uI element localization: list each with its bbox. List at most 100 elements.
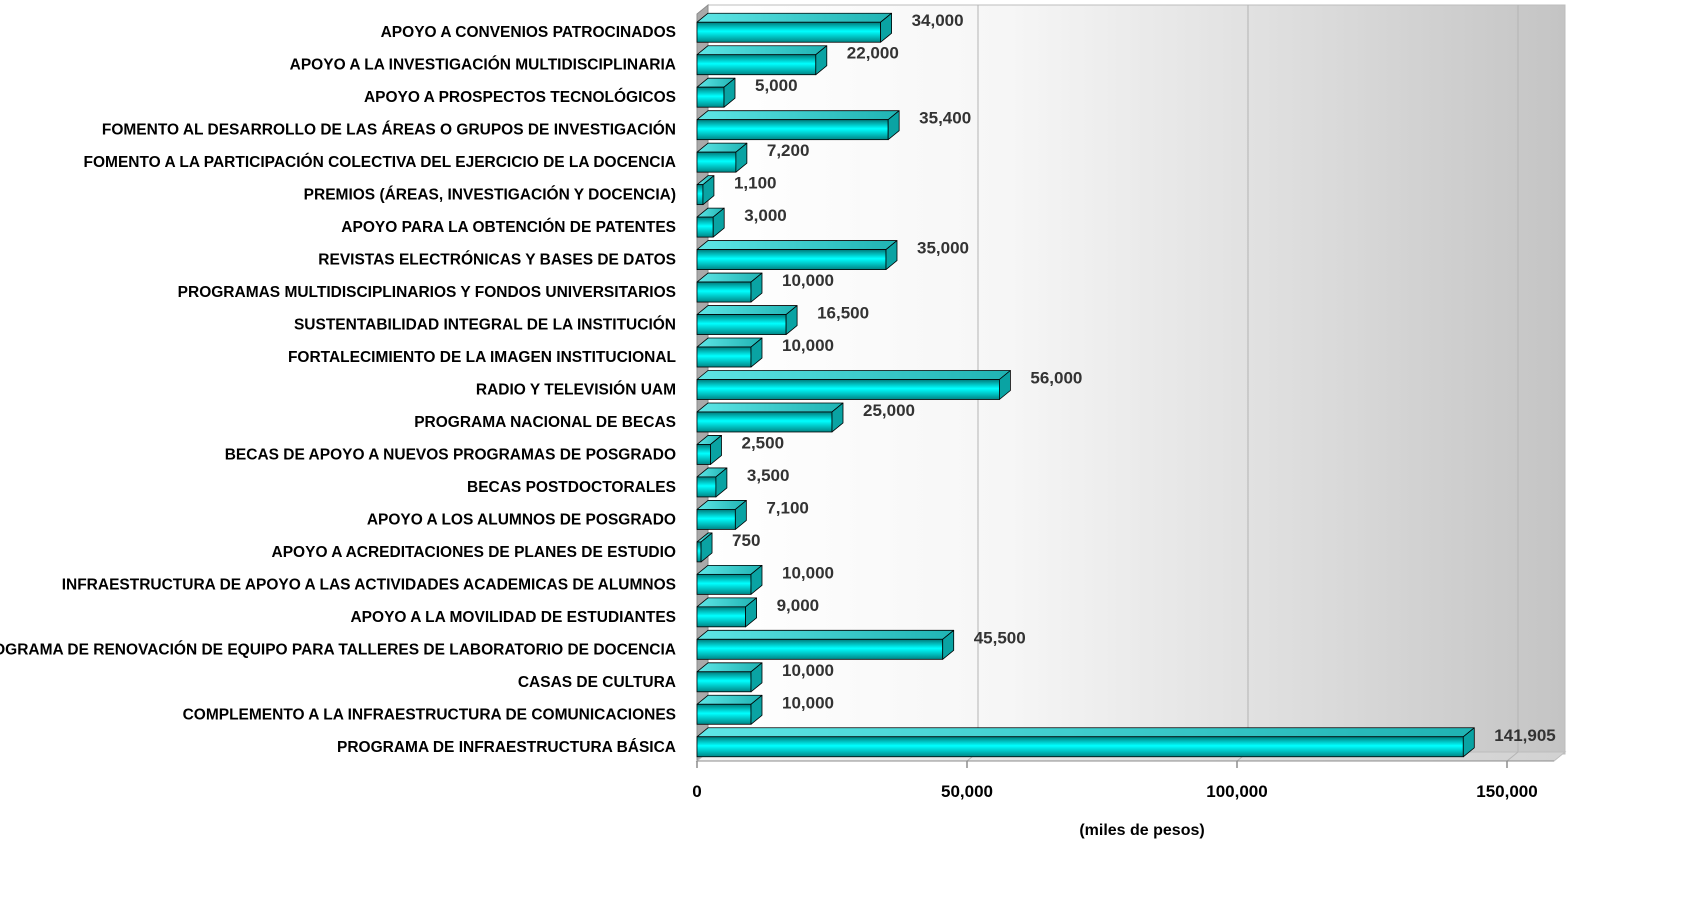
bar <box>696 532 713 563</box>
bar-front-face <box>696 411 833 433</box>
value-label: 22,000 <box>847 44 899 63</box>
bar-end-face <box>745 597 757 628</box>
bar <box>696 435 722 465</box>
value-label: 7,200 <box>767 141 810 160</box>
bar-end-face <box>750 694 763 725</box>
bar-end-face <box>750 272 763 303</box>
value-label: 56,000 <box>1030 369 1082 388</box>
bar-front-face <box>696 184 704 206</box>
category-label: PROGRAMA DE INFRAESTRUCTURA BÁSICA <box>337 739 676 756</box>
bar-front-face <box>696 671 752 693</box>
value-label: 45,500 <box>974 628 1026 647</box>
bar-front-face <box>696 119 889 141</box>
value-label: 35,400 <box>919 109 971 128</box>
category-label: FORTALECIMIENTO DE LA IMAGEN INSTITUCION… <box>288 349 676 366</box>
value-label: 9,000 <box>777 596 820 615</box>
bar-end-face <box>999 370 1011 400</box>
bar-top-face <box>696 305 798 315</box>
category-label: PREMIOS (ÁREAS, INVESTIGACIÓN Y DOCENCIA… <box>304 186 676 204</box>
bar-end-face <box>815 45 828 76</box>
category-label: APOYO A LA MOVILIDAD DE ESTUDIANTES <box>350 609 676 626</box>
value-label: 25,000 <box>863 401 915 420</box>
bar-end-face <box>734 500 747 530</box>
category-label: APOYO A LA INVESTIGACIÓN MULTIDISCIPLINA… <box>290 56 676 74</box>
bar <box>696 305 798 335</box>
value-label: 10,000 <box>782 563 834 582</box>
bar <box>696 110 900 141</box>
bar-front-face <box>696 638 944 660</box>
bar <box>696 77 736 108</box>
value-label: 3,000 <box>744 206 787 225</box>
bar-end-face <box>887 110 900 141</box>
bars <box>696 12 1475 758</box>
bar <box>696 500 747 530</box>
category-label: FOMENTO A LA PARTICIPACIÓN COLECTIVA DEL… <box>84 153 676 171</box>
bar-front-face <box>696 151 737 173</box>
x-tick-label: 150,000 <box>1476 782 1537 801</box>
bar-end-face <box>710 435 722 465</box>
bar <box>696 175 715 206</box>
value-label: 10,000 <box>782 693 834 712</box>
category-label: RADIO Y TELEVISIÓN UAM <box>476 381 676 399</box>
bar <box>696 662 763 693</box>
category-label: PROGRAMA DE RENOVACIÓN DE EQUIPO PARA TA… <box>0 640 676 658</box>
category-label: PROGRAMA NACIONAL DE BECAS <box>414 414 676 431</box>
bar-top-face <box>696 240 898 250</box>
value-label: 141,905 <box>1494 726 1555 745</box>
value-label: 35,000 <box>917 239 969 258</box>
bar <box>696 272 763 303</box>
bar <box>696 727 1475 758</box>
value-label: 16,500 <box>817 304 869 323</box>
bar-front-face <box>696 54 817 76</box>
bar-front-face <box>696 736 1464 758</box>
x-tick-label: 100,000 <box>1206 782 1267 801</box>
bar-end-face <box>700 532 713 563</box>
category-labels: APOYO A CONVENIOS PATROCINADOS APOYO A LA… <box>0 24 676 756</box>
bar-top-face <box>696 110 900 121</box>
bar-front-face <box>696 573 752 595</box>
bar-end-face <box>723 77 736 108</box>
value-label: 10,000 <box>782 271 834 290</box>
category-label: CASAS DE CULTURA <box>518 674 676 691</box>
bar-front-face <box>696 444 711 465</box>
bar-end-face <box>715 467 728 498</box>
bar <box>696 337 763 368</box>
category-label: APOYO A CONVENIOS PATROCINADOS <box>381 24 676 41</box>
value-label: 2,500 <box>742 433 785 452</box>
bar-top-face <box>696 727 1475 738</box>
bar <box>696 402 844 433</box>
bar-end-face <box>712 207 725 238</box>
bar <box>696 629 955 660</box>
category-label: APOYO PARA LA OBTENCIÓN DE PATENTES <box>341 218 676 236</box>
value-label: 10,000 <box>782 336 834 355</box>
bar <box>696 207 725 238</box>
category-label: PROGRAMAS MULTIDISCIPLINARIOS Y FONDOS U… <box>178 284 676 301</box>
bar-front-face <box>696 606 746 628</box>
bar <box>696 370 1011 400</box>
category-label: SUSTENTABILIDAD INTEGRAL DE LA INSTITUCI… <box>294 316 676 334</box>
value-label: 5,000 <box>755 76 798 95</box>
bar-end-face <box>750 564 763 595</box>
value-label: 750 <box>732 531 760 550</box>
bar-front-face <box>696 703 752 725</box>
bar-top-face <box>696 12 892 23</box>
x-axis-title: (miles de pesos) <box>1079 822 1204 839</box>
bar <box>696 240 898 270</box>
bar-end-face <box>702 175 715 206</box>
bar <box>696 694 763 725</box>
gridline-floor <box>1506 751 1519 762</box>
bar <box>696 467 728 498</box>
category-label: BECAS POSTDOCTORALES <box>467 479 676 496</box>
bar-front-face <box>696 216 714 238</box>
value-labels: 34,000 22,000 5,000 35,400 7,200 1,100 3,000 35… <box>732 11 1556 745</box>
category-label: APOYO A ACREDITACIONES DE PLANES DE ESTU… <box>272 544 676 561</box>
bar-front-face <box>696 509 736 530</box>
bar-top-face <box>696 402 844 413</box>
category-label: REVISTAS ELECTRÓNICAS Y BASES DE DATOS <box>318 251 676 269</box>
bar-top-face <box>696 45 828 56</box>
value-label: 3,500 <box>747 466 790 485</box>
bar <box>696 564 763 595</box>
category-label: FOMENTO AL DESARROLLO DE LAS ÁREAS O GRU… <box>102 121 676 139</box>
